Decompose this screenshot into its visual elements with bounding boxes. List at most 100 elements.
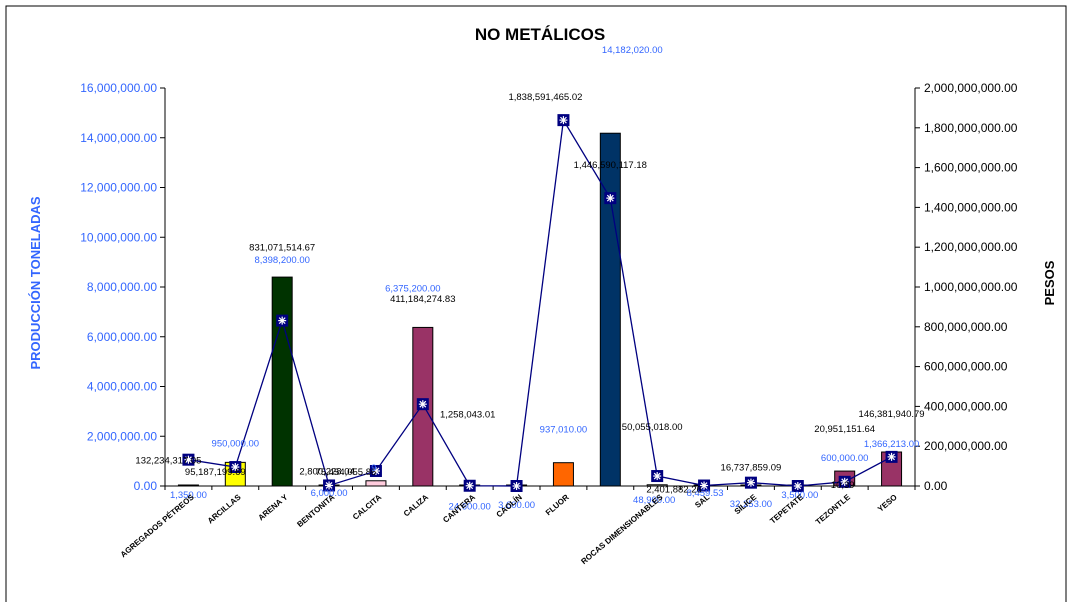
axes-layer: 0.00 2,000,000.00 4,000,000.00 6,000,000.00…: [80, 81, 1017, 493]
line-layer: [182, 114, 898, 492]
bar-data-label: 32,253.00: [730, 499, 772, 510]
labels-layer: 1,350.00 950,000.00 8,398,200.00 6,000.00 6,…: [135, 45, 924, 512]
y-axis-right-label: PESOS: [1042, 260, 1057, 305]
bar: [271, 276, 293, 487]
y-right-tick-label: 1,600,000,000.00: [924, 161, 1018, 175]
line-point-star: [794, 482, 802, 490]
y-right-tick-label: 600,000,000.00: [924, 360, 1008, 374]
line-point-star: [653, 472, 661, 480]
bar: [599, 132, 621, 487]
bar: [177, 484, 199, 487]
line-point: [463, 479, 476, 492]
y-right-tick-label: 1,400,000,000.00: [924, 200, 1018, 214]
bar-data-label: 6,375,200.00: [385, 283, 440, 294]
y-right-tick-label: 1,200,000,000.00: [924, 240, 1018, 254]
y-left-tick-label: 4,000,000.00: [87, 380, 157, 394]
line-point: [885, 450, 898, 463]
y-right-tick-label: 0.00: [924, 479, 948, 493]
line-point: [744, 476, 757, 489]
line-data-label: 1,258,043.01: [440, 410, 495, 421]
bar-data-label: 8,398,200.00: [254, 255, 309, 266]
line-point: [838, 475, 851, 488]
bars-layer: [177, 132, 903, 487]
line-point-star: [231, 463, 239, 471]
line-point: [557, 114, 570, 127]
y-left-tick-label: 14,000,000.00: [80, 131, 157, 145]
y-right-tick-label: 1,000,000,000.00: [924, 280, 1018, 294]
line-point: [698, 479, 711, 492]
y-right-tick-label: 1,800,000,000.00: [924, 121, 1018, 135]
bar-data-label: 950,000.00: [212, 438, 260, 449]
line-point-star: [513, 482, 520, 490]
line-point: [416, 398, 429, 411]
bar-data-label: 48,900.00: [633, 495, 675, 506]
line-data-label: 132,234,317.05: [135, 456, 201, 467]
bar-data-label: 14,182,020.00: [602, 45, 663, 56]
y-left-tick-label: 12,000,000.00: [80, 181, 157, 195]
line-data-label: 2,401,882.26: [646, 485, 701, 496]
line-point-star: [841, 478, 849, 486]
line-data-label: 2,800,228.04: [299, 466, 354, 477]
bar-data-label: 1,350.00: [170, 490, 207, 501]
line-point-star: [560, 116, 567, 124]
y-right-tick-label: 400,000,000.00: [924, 399, 1008, 413]
bar-data-label: 6,000.00: [311, 488, 348, 499]
line-point-star: [466, 482, 474, 490]
y-left-tick-label: 16,000,000.00: [80, 81, 157, 95]
line-point: [182, 453, 195, 466]
bar: [365, 480, 387, 487]
line-point: [510, 479, 523, 492]
line-point-star: [747, 479, 755, 487]
y-right-tick-label: 200,000,000.00: [924, 439, 1008, 453]
y-left-tick-label: 6,000,000.00: [87, 330, 157, 344]
line-data-label: 831,071,514.67: [249, 243, 315, 254]
line-point-star: [419, 400, 427, 408]
line-point: [229, 461, 242, 474]
line-point-star: [325, 482, 333, 489]
bar-data-label: 3,600.00: [498, 500, 535, 511]
line-data-label: 16,737,859.09: [721, 463, 782, 474]
y-left-tick-label: 2,000,000.00: [87, 429, 157, 443]
line-data-label: 1,446,590,117.18: [574, 160, 647, 171]
line-point-star: [606, 194, 614, 202]
line-point: [651, 470, 664, 483]
line-point-star: [278, 317, 286, 325]
line-point: [323, 479, 336, 492]
line-data-label: 20,951,151.64: [814, 424, 875, 435]
line-data-label: 411,184,274.83: [390, 294, 455, 305]
line-point: [276, 314, 289, 327]
line-point: [369, 464, 382, 477]
bar-data-label: 937,010.00: [540, 425, 588, 436]
bar-data-label: 9: [371, 463, 376, 474]
y-left-tick-label: 10,000,000.00: [80, 230, 157, 244]
bar: [646, 484, 668, 487]
y-right-tick-label: 800,000,000.00: [924, 320, 1008, 334]
y-left-tick-label: 0.00: [134, 479, 158, 493]
line-point-star: [185, 456, 192, 464]
bar-data-label: 3,500.00: [781, 490, 818, 501]
line-point-star: [372, 467, 380, 475]
line-data-label: 1,838,591,465.02: [508, 92, 582, 103]
bar-data-label: 8,459.53: [687, 488, 724, 499]
bar-data-label: 1,366,213.00: [864, 439, 919, 450]
line-data-label: 50,055,018.00: [622, 422, 683, 433]
bar-data-label: 24,600.00: [449, 501, 491, 512]
bar: [552, 462, 574, 487]
line-data-label: 146,381,940.79: [859, 409, 925, 420]
line-point: [604, 192, 617, 205]
line-data-label: 75,454,055.86: [316, 467, 377, 478]
y-axis-left-label: PRODUCCIÓN TONELADAS: [28, 196, 43, 369]
y-left-tick-label: 8,000,000.00: [87, 280, 157, 294]
chart-title: NO METÁLICOS: [475, 25, 605, 44]
line-point: [791, 479, 804, 492]
line-point-star: [700, 482, 708, 489]
chart-frame: [5, 5, 1067, 602]
y-right-tick-label: 2,000,000,000.00: [924, 81, 1018, 95]
line-point-star: [888, 453, 895, 461]
line-data-label: 10,39: [831, 480, 855, 491]
line-series: [188, 118, 892, 487]
line-data-label: 95,187,199.69: [185, 467, 246, 478]
bar-data-label: 600,000.00: [821, 453, 869, 464]
